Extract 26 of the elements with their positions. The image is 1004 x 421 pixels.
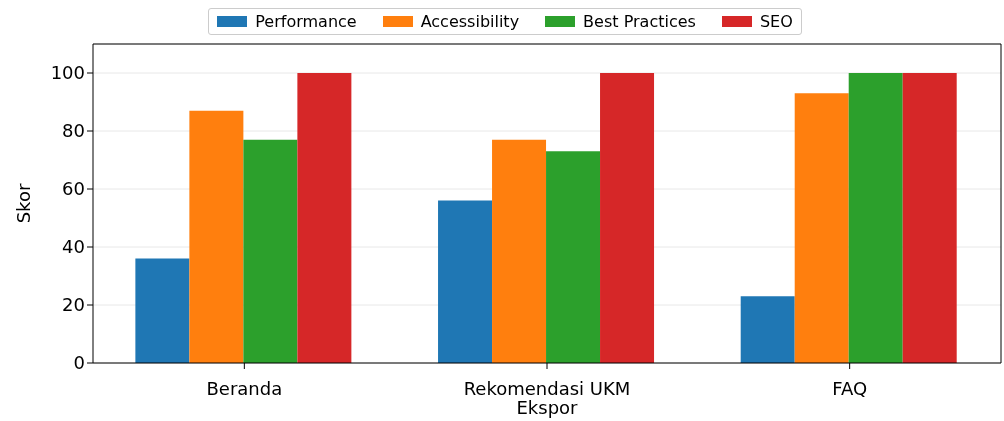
x-tick-label: Rekomendasi UKM Ekspor	[463, 378, 631, 419]
bar	[135, 258, 190, 363]
y-tick-label: 20	[62, 294, 85, 316]
bar	[297, 73, 352, 363]
legend-label: Performance	[255, 12, 357, 31]
y-tick-label: 0	[73, 352, 85, 374]
bar	[243, 139, 298, 363]
bar	[189, 110, 244, 363]
y-tick-label: 100	[50, 62, 85, 84]
legend-label: Accessibility	[420, 12, 520, 31]
bar	[740, 296, 795, 363]
legend-label: Best Practices	[583, 12, 696, 31]
y-tick-label: 60	[62, 178, 85, 200]
bar	[492, 139, 547, 363]
bar	[848, 73, 903, 363]
y-tick-label: 80	[62, 120, 85, 142]
bar	[438, 200, 493, 363]
y-tick-label: 40	[62, 236, 85, 258]
bar	[794, 93, 849, 363]
y-axis-title: Skor	[13, 183, 35, 224]
bar	[600, 73, 655, 363]
bar	[902, 73, 957, 363]
bar	[546, 151, 601, 363]
x-tick-label: Beranda	[206, 378, 283, 400]
legend-label: SEO	[759, 12, 793, 31]
x-tick-label: FAQ	[832, 378, 868, 400]
